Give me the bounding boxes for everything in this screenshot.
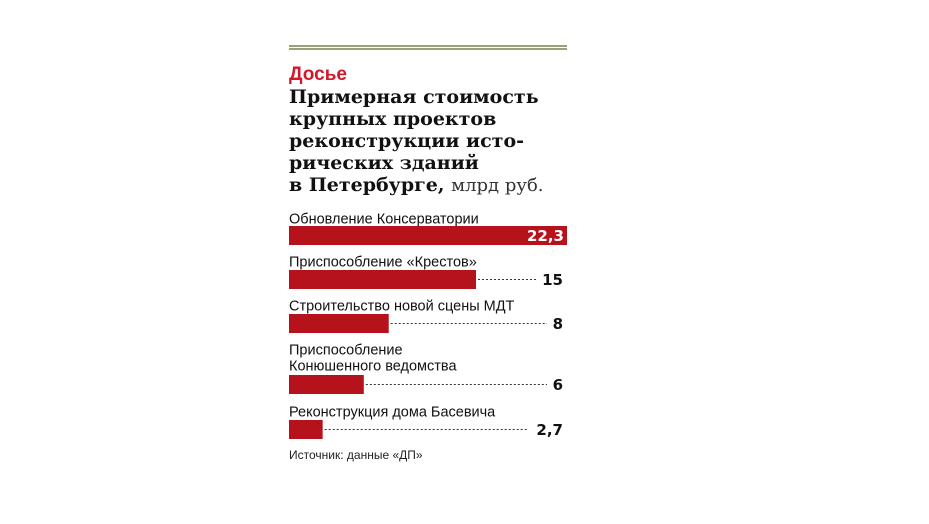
chart-title-line-5: в Петербурге, млрд руб.: [289, 174, 567, 197]
source-note: Источник: данные «ДП»: [289, 448, 423, 462]
category-label: Строительство новой сцены МДТ: [289, 299, 515, 315]
bar: [289, 226, 567, 245]
category-label: Приспособление: [289, 343, 403, 359]
bar: [289, 420, 323, 439]
category-label: Реконструкция дома Басевича: [289, 405, 496, 421]
chart-title-location: в Петербурге,: [289, 174, 445, 196]
category-label: Приспособление «Крестов»: [289, 255, 477, 271]
chart-title-line-2: крупных проектов: [289, 108, 497, 130]
chart-panel: Досье Примерная стоимость крупных проект…: [289, 45, 567, 197]
value-label: 8: [553, 315, 563, 333]
top-rule: [289, 45, 567, 50]
chart-unit: млрд руб.: [451, 175, 544, 196]
chart-title: Примерная стоимость крупных проектов рек…: [289, 86, 567, 197]
value-label: 22,3: [527, 227, 564, 245]
chart-title-line-1: Примерная стоимость: [289, 86, 539, 108]
section-kicker: Досье: [289, 64, 347, 85]
value-label: 6: [553, 376, 563, 394]
value-label: 2,7: [536, 421, 563, 439]
category-label: Конюшенного ведомства: [289, 359, 457, 375]
value-label: 15: [542, 271, 563, 289]
category-label: Обновление Консерватории: [289, 212, 479, 228]
chart-title-line-4: рических зданий: [289, 152, 479, 174]
bar: [289, 270, 476, 289]
bar: [289, 375, 364, 394]
bar: [289, 314, 389, 333]
chart-title-line-3: реконструкции исто-: [289, 130, 525, 152]
